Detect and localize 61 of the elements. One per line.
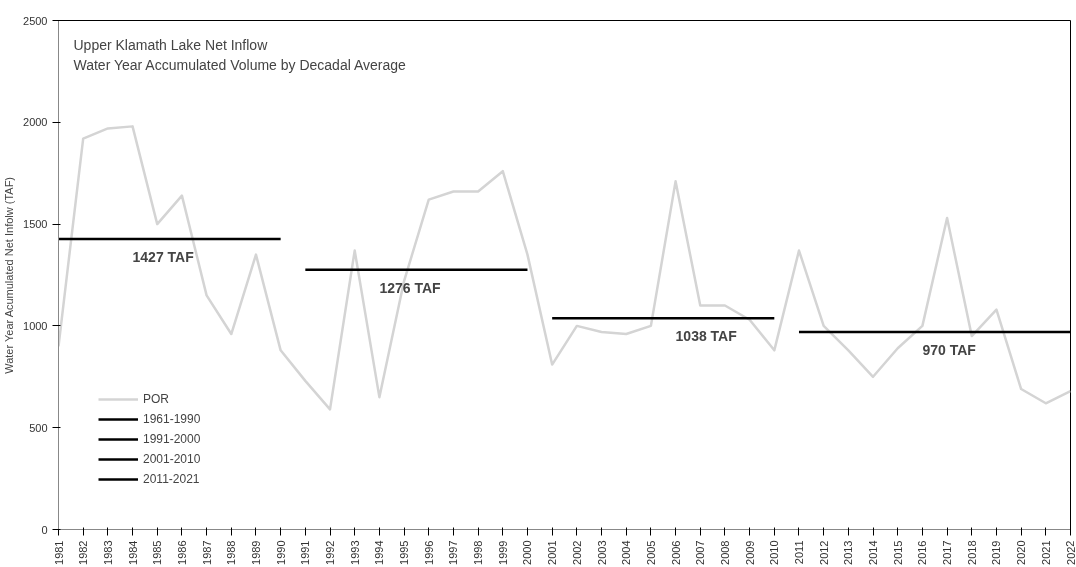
x-tick-label: 2011: [792, 540, 805, 565]
x-tick-label: 1984: [126, 540, 139, 565]
x-tick-label: 1992: [324, 540, 337, 565]
legend-label: POR: [143, 392, 170, 406]
x-tick-label: 1991: [299, 540, 312, 565]
x-tick-label: 2000: [521, 540, 534, 565]
x-tick-label: 1988: [225, 540, 238, 565]
annotation: 1427 TAF: [132, 248, 195, 265]
x-tick-label: 1999: [496, 540, 509, 565]
x-tick-label: 1989: [249, 540, 262, 565]
legend-label: 2011-2021: [143, 472, 200, 486]
text: Water Year Accumulated Volume by Decadal Average: [73, 56, 407, 73]
y-tick-label: 2500: [23, 14, 48, 27]
x-tick-label: 2015: [891, 540, 904, 565]
x-tick-label: 1986: [175, 540, 188, 565]
annotation: 970 TAF: [922, 342, 977, 359]
x-tick-label: 2008: [718, 540, 731, 565]
x-tick-label: 2016: [916, 540, 929, 565]
x-tick-label: 2004: [620, 540, 633, 565]
x-tick-label: 1990: [274, 540, 287, 565]
x-tick-label: 2007: [694, 540, 707, 565]
x-tick-label: 2014: [867, 540, 880, 565]
x-tick-label: 1982: [77, 540, 90, 565]
x-tick-label: 2019: [990, 540, 1003, 565]
legend-label: 1961-1990: [143, 412, 201, 426]
text: Upper Klamath Lake Net Inflow: [73, 36, 269, 53]
y-tick-label: 1500: [23, 218, 48, 231]
y-tick-label: 2000: [23, 116, 48, 129]
annotation: 1038 TAF: [675, 328, 738, 345]
x-tick-label: 2002: [570, 540, 583, 565]
x-tick-label: 2021: [1039, 540, 1052, 565]
y-axis-title: Water Year Acumulated Net Infolw (TAF): [3, 176, 16, 374]
x-tick-label: 2009: [743, 540, 756, 565]
line-series: [58, 125, 1071, 411]
annotation: 1276 TAF: [379, 279, 442, 296]
x-tick-label: 2018: [965, 540, 978, 565]
x-tick-label: 1985: [151, 540, 164, 565]
x-tick-label: 2022: [1064, 540, 1076, 565]
x-tick-label: 1981: [52, 540, 65, 565]
y-tick-label: 500: [29, 421, 48, 434]
x-tick-label: 2001: [546, 540, 559, 565]
x-tick-label: 2003: [595, 540, 608, 565]
x-tick-label: 1983: [101, 540, 114, 565]
x-tick-label: 1993: [348, 540, 361, 565]
x-tick-label: 2012: [817, 540, 830, 565]
x-tick-label: 2006: [669, 540, 682, 565]
x-tick-label: 2020: [1015, 540, 1028, 565]
x-tick-label: 2010: [768, 540, 781, 565]
x-tick-label: 1998: [472, 540, 485, 565]
legend-label: 2001-2010: [143, 452, 201, 466]
x-tick-label: 1995: [398, 540, 411, 565]
x-tick-label: 2005: [644, 540, 657, 565]
y-tick-label: 0: [41, 523, 48, 536]
x-tick-label: 2013: [842, 540, 855, 565]
x-tick-label: 1994: [373, 540, 386, 565]
y-tick-label: 1000: [23, 319, 48, 332]
legend-label: 1991-2000: [143, 432, 201, 446]
x-tick-label: 1987: [200, 540, 213, 565]
x-tick-label: 1996: [422, 540, 435, 565]
x-tick-label: 1997: [447, 540, 460, 565]
x-tick-label: 2017: [941, 540, 954, 565]
